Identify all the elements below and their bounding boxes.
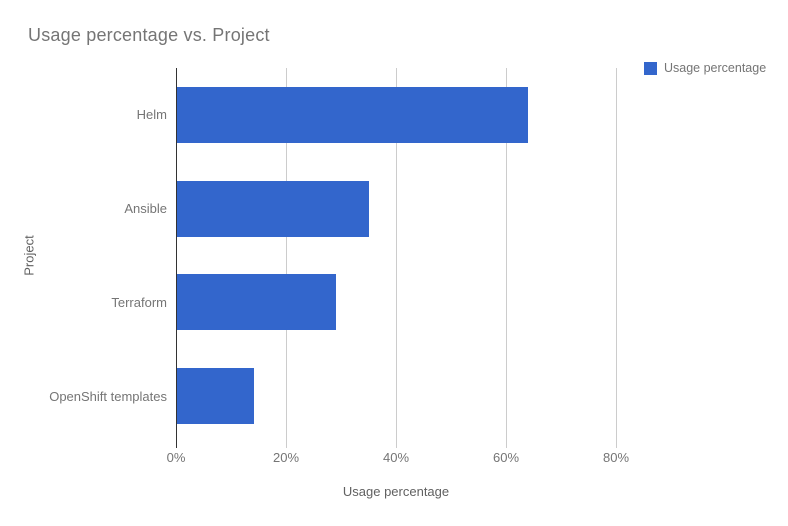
bar-row — [177, 349, 616, 443]
x-tick-label: 0% — [166, 450, 186, 465]
x-tick-label: 60% — [492, 450, 520, 465]
gridline — [506, 68, 507, 448]
x-axis-title: Usage percentage — [342, 484, 450, 499]
chart-title: Usage percentage vs. Project — [28, 25, 270, 45]
bar-row — [177, 162, 616, 256]
category-label-ansible: Ansible — [124, 201, 167, 217]
gridline — [616, 68, 617, 448]
gridline — [396, 68, 397, 448]
bar-terraform[interactable] — [177, 274, 337, 331]
x-tick-label: 40% — [382, 450, 410, 465]
gridline — [286, 68, 287, 448]
y-axis-category-labels: Helm Ansible Terraform OpenShift templates — [0, 68, 167, 443]
legend-item-usage-percentage[interactable]: Usage percentage — [644, 61, 766, 75]
bar-row — [177, 256, 616, 350]
x-tick-label: 20% — [272, 450, 300, 465]
axis-baseline — [176, 68, 177, 448]
legend-swatch — [644, 61, 657, 75]
bar-row — [177, 68, 616, 162]
category-label-helm: Helm — [136, 107, 167, 123]
bar-rows — [177, 68, 616, 443]
category-label-terraform: Terraform — [111, 294, 167, 310]
category-label-openshift-templates: OpenShift templates — [49, 388, 167, 404]
bar-openshift-templates[interactable] — [177, 368, 254, 425]
legend-label: Usage percentage — [664, 61, 767, 75]
x-tick-label: 80% — [602, 450, 630, 465]
x-axis-ticks: 0% 20% 40% 60% 80% — [167, 450, 629, 466]
bar-helm[interactable] — [177, 86, 529, 143]
plot-area — [176, 68, 617, 448]
bar-ansible[interactable] — [177, 180, 370, 237]
